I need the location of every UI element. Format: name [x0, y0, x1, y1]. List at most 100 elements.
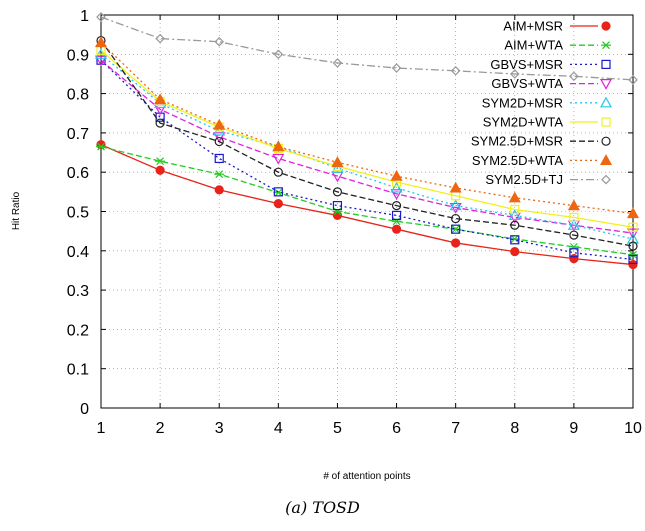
- data-point: [628, 222, 638, 232]
- data-point: [155, 118, 165, 128]
- legend-marker: [601, 174, 611, 185]
- data-point: [331, 162, 344, 173]
- data-point: [451, 224, 461, 234]
- legend-label: AIM+MSR: [503, 19, 563, 34]
- legend: AIM+MSR AIM+WTA GBVS+MSR GBVS+WTA SYM2D+MSR S…: [471, 19, 613, 187]
- y-tick-label: 0.3: [67, 283, 89, 300]
- data-point: [508, 191, 521, 203]
- x-axis-label: # of attention points: [323, 471, 410, 482]
- y-tick-label: 0.6: [67, 165, 89, 182]
- data-point: [390, 181, 403, 193]
- data-point: [391, 63, 402, 73]
- data-point: [449, 199, 462, 211]
- data-point: [331, 156, 344, 167]
- data-point: [510, 204, 520, 215]
- data-point: [451, 238, 461, 248]
- legend-entry: SYM2.5D+MSR: [471, 134, 611, 149]
- series-line: [100, 16, 634, 81]
- series-lines: [94, 12, 640, 270]
- legend-entry: AIM+WTA: [504, 38, 611, 53]
- data-point: [155, 165, 165, 175]
- data-point: [391, 210, 402, 221]
- data-point: [628, 259, 638, 270]
- series-line: [100, 49, 634, 228]
- data-point: [214, 136, 224, 147]
- series-line: [100, 42, 634, 215]
- data-point: [214, 153, 224, 164]
- series-line: [100, 146, 634, 256]
- data-point: [628, 74, 638, 85]
- y-tick-label: 0.2: [67, 322, 89, 339]
- legend-marker: [599, 78, 613, 90]
- data-point: [155, 157, 166, 166]
- data-point: [628, 254, 638, 265]
- axis-ticks: 1 2 3 4 5 6 7 8 9 10 0 0.1 0.2 0.3 0.4 0.5 0.6 0.7 0.8 0.9 1: [67, 8, 642, 437]
- data-point: [155, 33, 165, 44]
- x-tick-label: 2: [156, 420, 165, 437]
- data-point: [213, 118, 226, 130]
- legend-entry: GBVS+WTA: [491, 76, 613, 91]
- x-tick-label: 8: [510, 420, 519, 437]
- series-sym2-5d-msr: [96, 35, 638, 251]
- data-point: [94, 36, 108, 48]
- y-tick-label: 0.1: [67, 362, 89, 379]
- data-point: [628, 250, 638, 259]
- legend-marker: [601, 21, 611, 31]
- series-line: [100, 59, 634, 234]
- legend-label: SYM2.5D+MSR: [471, 134, 563, 149]
- data-point: [332, 210, 343, 221]
- data-point: [154, 93, 167, 105]
- legend-label: SYM2D+MSR: [482, 95, 563, 110]
- data-point: [449, 181, 462, 193]
- x-tick-label: 7: [451, 420, 460, 437]
- data-point: [272, 140, 285, 152]
- legend-entry: SYM2D+WTA: [483, 115, 611, 130]
- legend-entry: SYM2.5D+WTA: [472, 153, 613, 168]
- series-sym2-5d-tj: [96, 12, 638, 85]
- data-point: [273, 187, 283, 197]
- data-point: [273, 167, 283, 177]
- y-tick-label: 0.4: [67, 244, 89, 261]
- data-point: [96, 12, 106, 22]
- series-sym2-5d-wta: [94, 36, 640, 219]
- x-tick-label: 4: [274, 420, 283, 437]
- x-tick-label: 1: [97, 420, 106, 437]
- y-tick-label: 0.7: [67, 126, 89, 143]
- x-tick-label: 5: [333, 420, 342, 437]
- data-point: [273, 199, 283, 209]
- x-tick-label: 10: [624, 420, 642, 437]
- data-point: [510, 235, 520, 245]
- legend-label: SYM2.5D+WTA: [472, 153, 563, 168]
- data-point: [214, 170, 225, 179]
- grid: [101, 15, 633, 408]
- legend-label: SYM2.5D+TJ: [485, 172, 563, 187]
- data-point: [626, 207, 640, 219]
- figure-caption: (a) TOSD: [285, 498, 360, 517]
- data-point: [451, 213, 461, 224]
- data-point: [390, 169, 403, 181]
- legend-label: GBVS+MSR: [490, 57, 563, 72]
- data-point: [391, 224, 402, 234]
- legend-entry: AIM+MSR: [503, 19, 611, 34]
- data-point: [450, 65, 461, 76]
- data-point: [569, 248, 579, 258]
- legend-marker: [601, 117, 611, 127]
- data-point: [214, 185, 224, 195]
- data-point: [567, 199, 580, 211]
- data-point: [569, 212, 579, 222]
- legend-entry: SYM2.5D+TJ: [485, 172, 611, 187]
- data-point: [508, 209, 521, 221]
- data-point: [509, 69, 520, 79]
- data-point: [391, 201, 402, 211]
- y-tick-label: 0: [80, 401, 89, 418]
- legend-entry: SYM2D+MSR: [482, 95, 613, 110]
- legend-marker: [601, 136, 611, 146]
- data-point: [94, 55, 108, 67]
- line-chart: 1 2 3 4 5 6 7 8 9 1000.10.20.30.40.50.60.70.80.91…: [11, 8, 642, 482]
- y-tick-label: 0.8: [67, 87, 89, 104]
- data-point: [510, 246, 520, 257]
- data-point: [569, 230, 579, 240]
- data-point: [390, 189, 403, 201]
- data-point: [626, 228, 640, 240]
- x-tick-label: 3: [215, 420, 224, 437]
